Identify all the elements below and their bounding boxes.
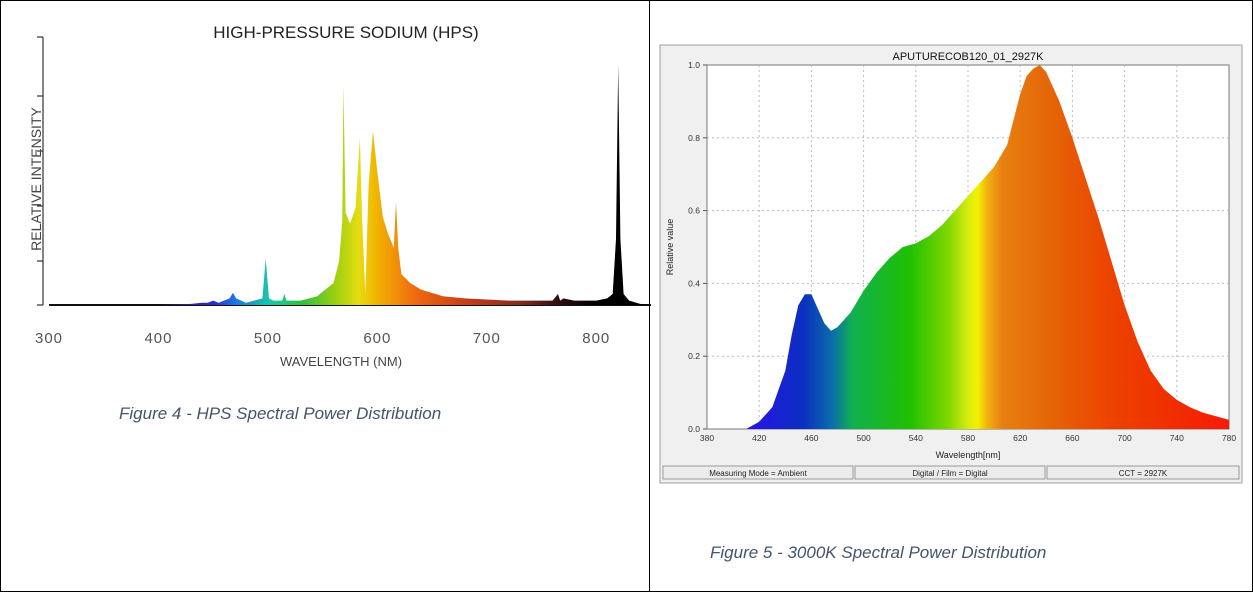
- hps-spectrum-chart: HIGH-PRESSURE SODIUM (HPS) RELATIVE INTEN…: [1, 1, 651, 381]
- x-axis-label: WAVELENGTH (NM): [280, 354, 402, 369]
- figure-4-caption: Figure 4 - HPS Spectral Power Distributi…: [119, 404, 441, 424]
- figure-5-caption: Figure 5 - 3000K Spectral Power Distribu…: [710, 543, 1046, 563]
- status-text-film: Digital / Film = Digital: [912, 469, 988, 478]
- right-table-cell: 380 420 460 500 540 580 620 660 700 740 780 0.0 0.2 0…: [649, 0, 1253, 592]
- x-tick-label: 780: [1222, 433, 1236, 443]
- cob-spectrum-chart: 380 420 460 500 540 580 620 660 700 740 780 0.0 0.2 0…: [649, 1, 1253, 593]
- x-tick-label: 380: [700, 433, 714, 443]
- status-text-cct: CCT = 2927K: [1119, 469, 1168, 478]
- x-tick-label: 800: [582, 330, 610, 347]
- x-tick-label: 540: [909, 433, 923, 443]
- y-axis-label: RELATIVE INTENSITY: [28, 107, 44, 251]
- status-text-mode: Measuring Mode = Ambient: [709, 469, 807, 478]
- x-tick-label: 500: [857, 433, 871, 443]
- x-tick-label: 400: [144, 330, 172, 347]
- y-axis-label: Relative value: [665, 219, 675, 276]
- x-tick-label: 300: [35, 330, 63, 347]
- y-tick-label: 0.2: [688, 351, 700, 361]
- x-tick-label: 660: [1065, 433, 1079, 443]
- y-tick-label: 0.6: [688, 206, 700, 216]
- x-tick-label: 740: [1170, 433, 1184, 443]
- x-tick-label: 420: [752, 433, 766, 443]
- x-tick-label: 500: [254, 330, 282, 347]
- x-tick-label: 580: [961, 433, 975, 443]
- chart-title: HIGH-PRESSURE SODIUM (HPS): [213, 23, 478, 42]
- y-tick-label: 0.4: [688, 278, 700, 288]
- left-table-cell: HIGH-PRESSURE SODIUM (HPS) RELATIVE INTEN…: [0, 0, 650, 592]
- chart-title: APUTURECOB120_01_2927K: [892, 51, 1044, 63]
- x-tick-label: 700: [473, 330, 501, 347]
- x-tick-label: 600: [363, 330, 391, 347]
- y-tick-label: 0.8: [688, 133, 700, 143]
- y-tick-label: 0.0: [688, 424, 700, 434]
- y-tick-label: 1.0: [688, 60, 700, 70]
- x-tick-label: 700: [1118, 433, 1132, 443]
- plot-background: [19, 1, 629, 373]
- x-axis-label: Wavelength[nm]: [936, 450, 1001, 460]
- x-tick-label: 460: [804, 433, 818, 443]
- x-tick-label: 620: [1013, 433, 1027, 443]
